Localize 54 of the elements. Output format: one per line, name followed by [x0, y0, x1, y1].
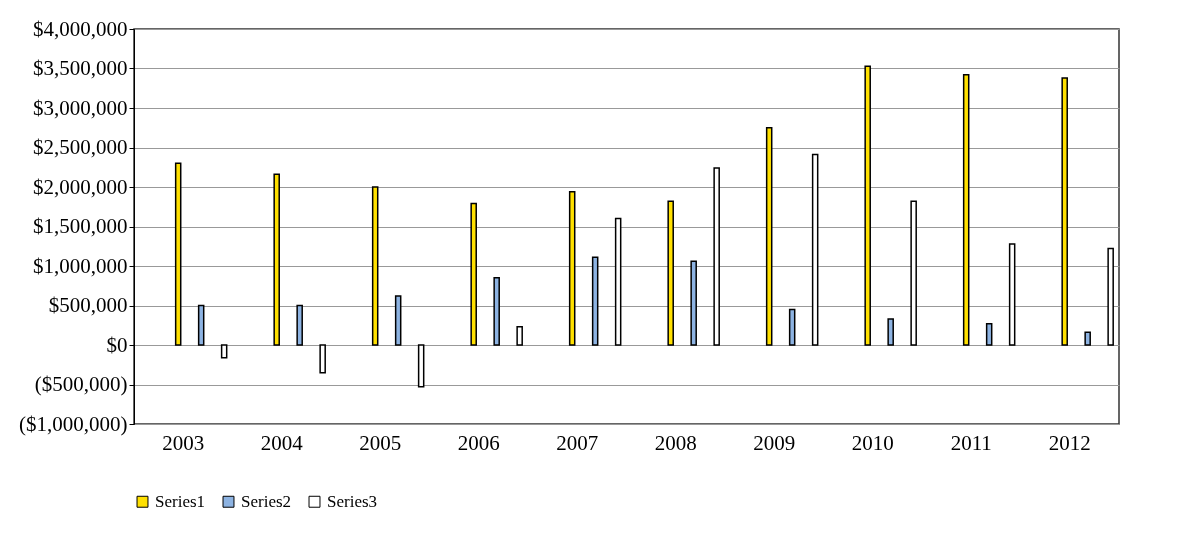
bar — [417, 344, 425, 388]
bar — [296, 304, 303, 346]
y-tick-label: $4,000,000 — [33, 16, 128, 41]
bar — [811, 153, 819, 346]
bar — [220, 344, 228, 359]
bar — [985, 322, 993, 346]
x-tick-label: 2003 — [162, 430, 205, 455]
bar — [516, 326, 523, 346]
x-tick-label: 2004 — [260, 430, 304, 455]
y-tick-label: ($500,000) — [34, 372, 128, 396]
bar — [765, 127, 773, 346]
x-tick-label: 2011 — [950, 430, 992, 455]
bar — [614, 217, 622, 346]
bar — [493, 277, 500, 346]
y-tick-label: $3,500,000 — [33, 56, 128, 80]
x-tick-label: 2008 — [654, 430, 697, 455]
bar — [1107, 247, 1114, 346]
x-tick-label: 2007 — [556, 430, 599, 455]
bar — [1084, 331, 1091, 346]
y-tick-label: $2,000,000 — [33, 174, 128, 199]
bar — [591, 256, 599, 346]
bar — [319, 344, 326, 374]
x-tick-label: 2010 — [851, 430, 894, 455]
bar — [394, 295, 402, 346]
bar — [962, 74, 970, 346]
bar — [910, 200, 917, 346]
legend-label: Series1 — [155, 491, 206, 511]
x-tick-label: 2009 — [753, 430, 796, 455]
bar — [470, 202, 477, 346]
bar — [864, 65, 871, 346]
bar — [371, 186, 379, 346]
bar — [667, 200, 674, 346]
bar — [197, 304, 205, 346]
x-tick-label: 2006 — [457, 430, 500, 455]
legend-label: Series3 — [327, 491, 378, 511]
bar — [1061, 77, 1068, 346]
bar — [713, 167, 720, 346]
y-tick-label: $1,500,000 — [33, 214, 128, 238]
x-tick-label: 2012 — [1048, 430, 1091, 455]
y-tick-label: $1,000,000 — [33, 253, 128, 278]
legend-label: Series2 — [241, 491, 292, 511]
y-tick-label: $0 — [106, 332, 128, 357]
bar — [690, 260, 697, 346]
bar — [273, 173, 280, 346]
y-tick-label: $2,500,000 — [33, 135, 128, 159]
bar — [174, 162, 182, 346]
y-tick-label: ($1,000,000) — [19, 411, 128, 436]
bar — [1008, 243, 1016, 346]
y-tick-label: $3,000,000 — [33, 95, 128, 120]
bar — [788, 308, 796, 346]
bar — [887, 318, 894, 346]
y-tick-label: $500,000 — [48, 293, 128, 317]
bar — [568, 190, 576, 346]
x-tick-label: 2005 — [359, 430, 402, 455]
